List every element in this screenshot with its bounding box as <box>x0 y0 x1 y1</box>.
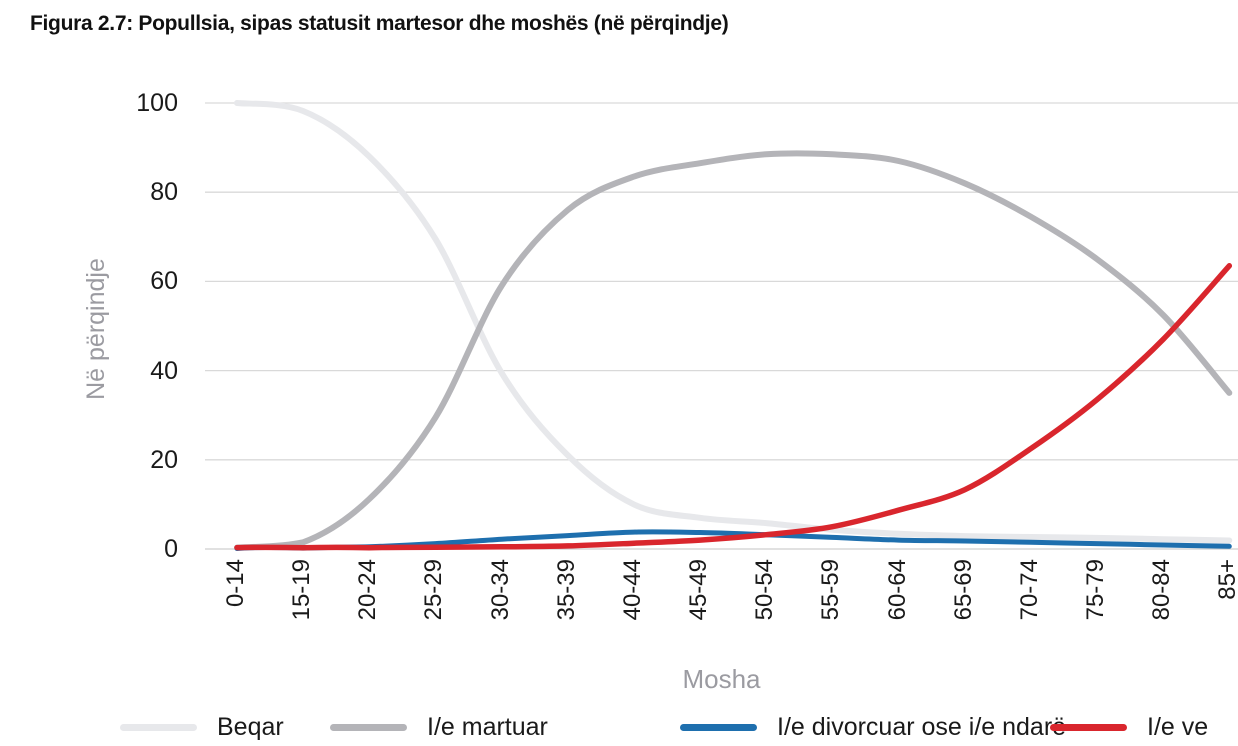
x-tick-label: 0-14 <box>222 559 249 608</box>
x-tick-label: 85+ <box>1214 559 1238 600</box>
x-tick-label: 70-74 <box>1015 559 1043 621</box>
x-tick-label: 55-59 <box>817 559 845 621</box>
x-tick-label: 65-69 <box>949 559 977 621</box>
x-tick-label: 25-29 <box>420 559 448 621</box>
y-axis-title: Në përqindje <box>82 258 110 400</box>
x-tick-label: 15-19 <box>288 559 316 621</box>
y-tick-label: 100 <box>136 89 178 117</box>
x-tick-label: 45-49 <box>685 559 713 621</box>
x-tick-label: 75-79 <box>1081 559 1109 621</box>
x-tick-label: 80-84 <box>1148 559 1176 621</box>
y-tick-label: 40 <box>150 356 178 385</box>
x-tick-label: 20-24 <box>354 559 382 621</box>
y-tick-label: 80 <box>150 178 178 207</box>
series-line-i-e-ve <box>234 263 1233 551</box>
x-axis-title: Mosha <box>682 664 761 694</box>
series-line-i-e-martuar <box>234 150 1233 551</box>
series-line-beqar <box>234 100 1233 544</box>
x-tick-label: 35-39 <box>552 559 580 621</box>
y-tick-label: 0 <box>164 535 178 563</box>
y-tick-label: 60 <box>150 267 178 296</box>
x-tick-label: 30-34 <box>486 559 514 621</box>
x-tick-label: 50-54 <box>751 559 779 621</box>
chart-title: Figura 2.7: Popullsia, sipas statusit ma… <box>30 12 729 35</box>
y-tick-label: 20 <box>150 445 178 474</box>
x-tick-label: 40-44 <box>618 559 646 621</box>
x-tick-label: 60-64 <box>883 559 911 621</box>
